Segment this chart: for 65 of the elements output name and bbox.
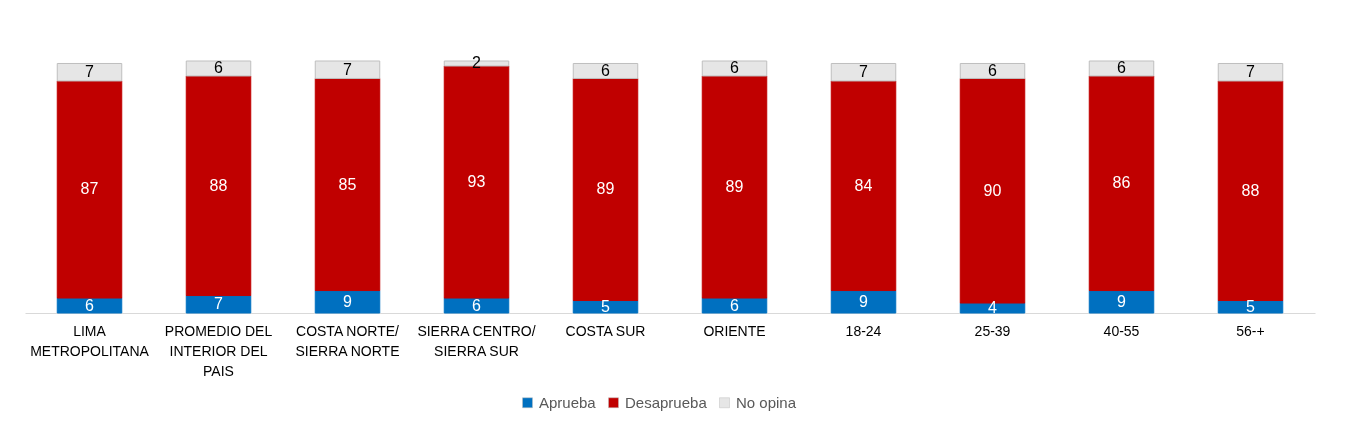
x-tick-label: COSTA NORTE/ SIERRA NORTE: [295, 323, 400, 359]
bar: [572, 77, 639, 302]
x-tick-label: COSTA SUR: [565, 323, 646, 339]
bar: [1088, 60, 1155, 77]
bar: [314, 77, 381, 292]
bar: [1217, 80, 1284, 302]
x-tick-label: 56-+: [1236, 323, 1265, 339]
data-label: 93: [467, 173, 486, 191]
x-tick-label: LIMA METROPOLITANA: [30, 323, 150, 359]
data-label: 9: [859, 292, 869, 310]
bar: [830, 80, 897, 292]
bar: [572, 63, 639, 79]
legend-label: Desaprueba: [625, 393, 708, 411]
data-label: 5: [601, 297, 611, 315]
data-label: 6: [472, 296, 482, 314]
bar: [314, 60, 381, 79]
data-label: 88: [209, 176, 228, 194]
data-label: 89: [725, 178, 744, 195]
data-label: 6: [1117, 59, 1127, 77]
data-label: 4: [988, 299, 998, 317]
bar: [572, 300, 639, 314]
bar: [1088, 75, 1155, 292]
legend-label: No opina: [736, 393, 797, 411]
data-label: 89: [596, 180, 615, 198]
x-tick-label: SIERRA CENTRO/ SIERRA SUR: [417, 323, 536, 359]
x-tick-label: PROMEDIO DEL INTERIOR DEL PAIS: [164, 323, 273, 379]
bar: [1217, 63, 1284, 82]
data-label: 7: [1246, 63, 1256, 81]
bar: [185, 75, 252, 297]
data-label: 84: [854, 176, 873, 194]
data-label: 7: [343, 60, 353, 78]
bar: [56, 80, 123, 299]
bar: [314, 290, 381, 314]
x-tick-label: 18-24: [845, 323, 882, 339]
data-label: 7: [85, 63, 95, 81]
data-label: 9: [343, 292, 353, 310]
data-label: 5: [1246, 297, 1256, 315]
data-label: 86: [1112, 174, 1131, 192]
data-label: 7: [214, 295, 224, 313]
data-label: 6: [85, 296, 95, 314]
bar: [1217, 300, 1284, 314]
data-label: 6: [730, 59, 740, 77]
bar: [959, 63, 1026, 79]
bar: [56, 63, 123, 82]
bar: [185, 60, 252, 77]
data-label: 90: [983, 181, 1002, 199]
data-label: 88: [1241, 181, 1260, 199]
data-label: 87: [80, 180, 99, 198]
bar: [185, 295, 252, 314]
bar: [701, 60, 768, 77]
data-label: 85: [338, 175, 357, 193]
data-label: 6: [601, 61, 611, 79]
data-label: 7: [859, 63, 869, 81]
bar: [701, 75, 768, 299]
x-tick-label: 25-39: [974, 323, 1011, 339]
x-tick-label: ORIENTE: [703, 323, 766, 339]
x-tick-label: 40-55: [1103, 323, 1140, 339]
legend-label: Aprueba: [539, 393, 597, 411]
bar: [1088, 290, 1155, 314]
data-label: 6: [730, 296, 740, 314]
data-label: 6: [214, 59, 224, 77]
data-label: 9: [1117, 292, 1127, 310]
data-label: 6: [988, 61, 998, 79]
bar: [830, 63, 897, 82]
bar: [830, 290, 897, 314]
